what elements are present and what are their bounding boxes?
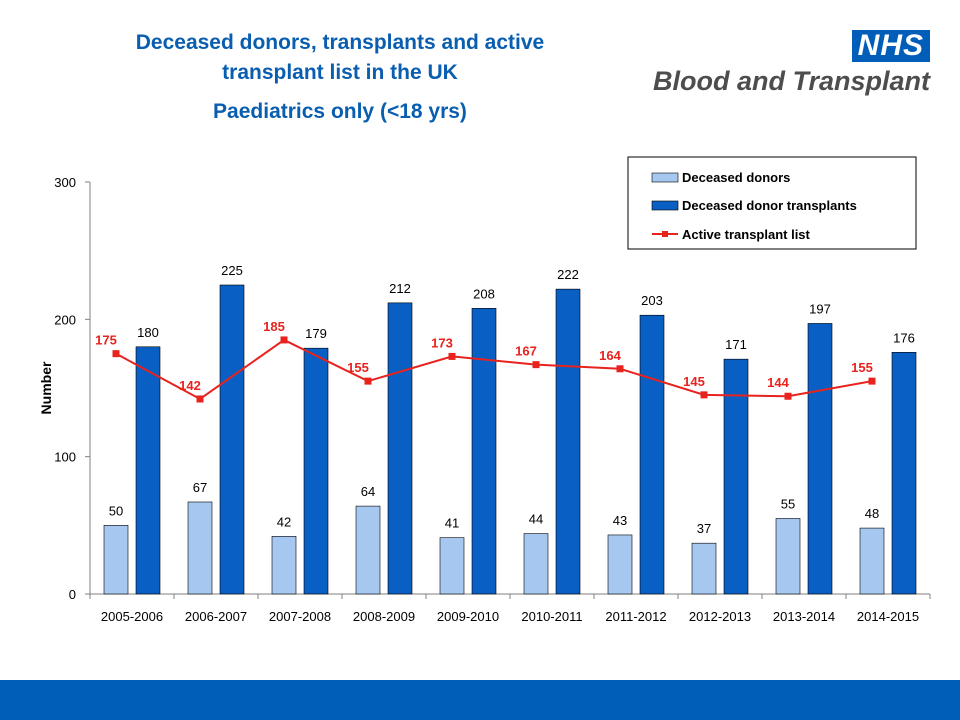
bar-donor-transplants (807, 323, 833, 595)
data-label-donors: 67 (193, 480, 207, 495)
line-active-transplant-list (115, 338, 873, 401)
data-label-transplants: 197 (809, 301, 831, 316)
bar-donor-transplants (891, 351, 917, 595)
legend-label-active-list: Active transplant list (682, 227, 811, 242)
data-label-active-list: 164 (599, 348, 621, 363)
y-tick-label: 300 (54, 175, 76, 190)
nhs-logo: NHS Blood and Transplant (653, 30, 930, 97)
data-label-donors: 55 (781, 496, 795, 511)
data-label-active-list: 173 (431, 335, 453, 350)
data-label-active-list: 142 (179, 378, 201, 393)
bar-donor-transplants (135, 346, 161, 595)
x-tick-label: 2009-2010 (437, 609, 499, 624)
legend-swatch-transplants (651, 200, 679, 211)
data-label-donors: 64 (361, 484, 375, 499)
data-label-transplants: 176 (893, 330, 915, 345)
bar-deceased-donors (691, 542, 717, 595)
bar-deceased-donors (355, 505, 381, 595)
chart-title-line1: Deceased donors, transplants and active (135, 31, 545, 54)
line-point-active-list (112, 350, 120, 358)
bar-deceased-donors (523, 533, 549, 595)
x-tick-label: 2007-2008 (269, 609, 331, 624)
x-tick-label: 2005-2006 (101, 609, 163, 624)
data-label-donors: 50 (109, 503, 123, 518)
data-label-donors: 43 (613, 513, 627, 528)
bar-deceased-donors (271, 536, 297, 595)
chart-title-line2: transplant list in the UK (222, 61, 458, 84)
data-label-active-list: 167 (515, 344, 537, 359)
combo-chart: 0 100 200 300 Number 2005-2006 2006-2007 2007-2… (38, 156, 931, 624)
data-label-donors: 42 (277, 514, 291, 529)
bar-donor-transplants (639, 314, 665, 595)
x-tick-label: 2012-2013 (689, 609, 751, 624)
line-point-active-list (280, 336, 288, 344)
data-label-transplants: 171 (725, 337, 747, 352)
data-label-active-list: 144 (767, 375, 789, 390)
x-tick-label: 2014-2015 (857, 609, 919, 624)
bar-donor-transplants (387, 302, 413, 595)
data-label-transplants: 212 (389, 281, 411, 296)
x-tick-label: 2006-2007 (185, 609, 247, 624)
bar-donor-transplants (555, 288, 581, 595)
data-label-active-list: 155 (851, 360, 873, 375)
line-point-active-list (784, 392, 792, 400)
data-label-transplants: 179 (305, 326, 327, 341)
line-point-active-list (448, 352, 456, 360)
data-label-donors: 37 (697, 521, 711, 536)
bar-donor-transplants (303, 347, 329, 595)
data-label-active-list: 185 (263, 319, 285, 334)
data-label-active-list: 155 (347, 360, 369, 375)
data-label-transplants: 208 (473, 286, 495, 301)
legend-swatch-active-marker (662, 231, 668, 237)
bar-donor-transplants (219, 284, 245, 595)
bar-deceased-donors (187, 501, 213, 595)
x-tick-label: 2010-2011 (521, 609, 582, 624)
chart-title: Deceased donors, transplants and active … (40, 28, 640, 88)
bar-deceased-donors (439, 537, 465, 595)
bar-deceased-donors (859, 527, 885, 595)
legend-swatch-donors (651, 172, 679, 183)
data-label-donors: 41 (445, 516, 459, 531)
data-label-donors: 48 (865, 506, 879, 521)
chart-subtitle: Paediatrics only (<18 yrs) (213, 100, 467, 123)
data-label-transplants: 180 (137, 325, 159, 340)
y-axis-label: Number (38, 361, 54, 414)
x-tick-label: 2011-2012 (605, 609, 666, 624)
bar-deceased-donors (775, 518, 801, 595)
data-label-active-list: 145 (683, 374, 705, 389)
line-point-active-list (700, 391, 708, 399)
legend-label-donors: Deceased donors (682, 170, 790, 185)
x-tick-label: 2008-2009 (353, 609, 415, 624)
legend-label-transplants: Deceased donor transplants (682, 198, 857, 213)
line-point-active-list (532, 361, 540, 369)
bar-deceased-donors (607, 534, 633, 595)
data-label-active-list: 175 (95, 333, 117, 348)
x-tick-label: 2013-2014 (773, 609, 835, 624)
data-label-transplants: 203 (641, 293, 663, 308)
nhs-badge: NHS (851, 30, 930, 62)
data-label-transplants: 225 (221, 263, 243, 278)
logo-name: Blood and Transplant (652, 66, 930, 96)
data-label-donors: 44 (529, 512, 543, 527)
line-point-active-list (868, 377, 876, 385)
line-point-active-list (364, 377, 372, 385)
line-point-active-list (196, 395, 204, 403)
footer-bar (0, 680, 960, 720)
data-label-transplants: 222 (557, 267, 579, 282)
y-tick-label: 200 (54, 312, 76, 327)
bar-donor-transplants (723, 358, 749, 595)
line-point-active-list (616, 365, 624, 373)
y-tick-label: 100 (54, 450, 76, 465)
bar-deceased-donors (103, 525, 129, 595)
bar-donor-transplants (471, 308, 497, 595)
y-tick-label: 0 (69, 587, 76, 602)
